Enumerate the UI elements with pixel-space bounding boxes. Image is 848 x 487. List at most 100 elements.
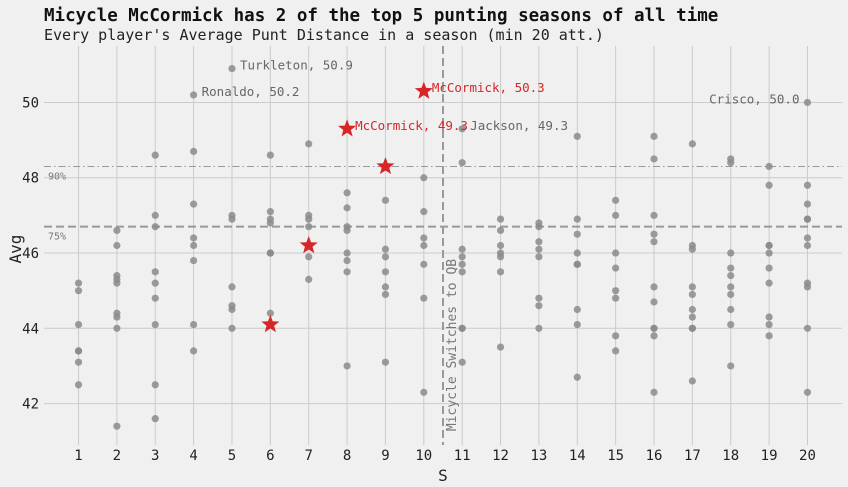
data-point — [535, 245, 543, 253]
mccormick-star — [299, 236, 318, 254]
annotation-label: McCormick, 50.3 — [432, 80, 545, 95]
data-point — [727, 264, 735, 272]
data-point — [650, 332, 658, 340]
data-point — [573, 305, 581, 314]
data-point — [190, 256, 198, 265]
y-tick-label: 44 — [22, 321, 39, 337]
data-point — [496, 241, 505, 250]
data-point — [113, 324, 121, 332]
data-point — [190, 320, 198, 329]
data-point — [305, 215, 313, 223]
data-point — [612, 211, 620, 219]
percentile-label: 90% — [48, 171, 66, 182]
data-point — [765, 181, 773, 189]
data-point — [650, 238, 658, 246]
data-point — [381, 268, 390, 276]
data-point — [765, 249, 773, 257]
y-tick-label: 46 — [22, 246, 39, 262]
data-point — [535, 253, 543, 261]
data-point — [650, 324, 658, 332]
data-point — [305, 223, 313, 231]
y-tick-label: 48 — [22, 171, 39, 187]
data-point — [573, 249, 581, 257]
data-point — [266, 309, 274, 317]
data-point — [151, 211, 159, 219]
data-point — [151, 279, 159, 287]
data-point — [727, 362, 735, 370]
data-point — [190, 147, 198, 155]
data-point — [765, 241, 773, 250]
data-point — [458, 159, 466, 167]
x-tick-label: 12 — [492, 448, 509, 464]
data-point — [803, 388, 812, 396]
data-point — [151, 268, 159, 276]
data-point — [266, 151, 274, 159]
x-tick-label: 17 — [684, 448, 701, 464]
data-point — [305, 140, 313, 148]
data-point — [381, 245, 390, 253]
x-tick-label: 3 — [151, 448, 159, 464]
data-point — [74, 320, 83, 329]
data-point — [496, 215, 505, 223]
data-point — [113, 241, 121, 250]
data-point — [420, 208, 428, 216]
data-point — [190, 91, 198, 99]
data-point — [688, 377, 696, 385]
annotation-label: McCormick, 49.3 — [355, 118, 468, 133]
data-point — [458, 260, 466, 268]
data-point — [343, 189, 351, 197]
data-point — [727, 305, 735, 314]
data-point — [151, 294, 159, 302]
data-point — [420, 260, 428, 268]
data-point — [305, 253, 313, 261]
data-point — [266, 249, 274, 257]
data-point — [190, 200, 198, 208]
data-point — [803, 283, 812, 291]
data-point — [573, 260, 581, 268]
mccormick-star — [376, 156, 395, 175]
data-point — [420, 388, 428, 396]
data-point — [612, 196, 620, 204]
data-point — [612, 287, 620, 295]
data-point — [612, 332, 620, 340]
data-point — [535, 302, 543, 310]
data-point — [573, 132, 581, 140]
data-point — [573, 320, 581, 329]
x-tick-label: 15 — [607, 448, 624, 464]
annotation-label: Jackson, 49.3 — [470, 118, 568, 133]
data-point — [458, 324, 466, 332]
data-point — [650, 230, 658, 238]
data-point — [458, 245, 466, 253]
data-point — [228, 324, 236, 332]
x-tick-label: 2 — [113, 448, 121, 464]
data-point — [727, 290, 735, 299]
data-point — [228, 64, 236, 73]
data-point — [151, 381, 159, 389]
data-point — [727, 272, 735, 280]
data-point — [727, 249, 735, 257]
y-axis-label: Avg — [6, 235, 25, 264]
data-point — [113, 313, 121, 321]
data-point — [74, 287, 83, 295]
data-point — [688, 324, 696, 332]
data-point — [74, 347, 83, 355]
data-point — [113, 226, 121, 235]
x-tick-label: 4 — [189, 448, 197, 464]
data-point — [151, 320, 159, 329]
data-point — [727, 320, 735, 329]
data-point — [803, 98, 812, 107]
data-point — [765, 162, 773, 171]
x-tick-label: 6 — [266, 448, 274, 464]
data-point — [305, 275, 313, 283]
data-point — [228, 305, 236, 314]
data-point — [612, 347, 620, 355]
data-point — [650, 298, 658, 306]
chart-subtitle: Every player's Average Punt Distance in … — [44, 26, 604, 44]
data-point — [612, 249, 620, 257]
data-point — [612, 294, 620, 302]
data-point — [151, 223, 159, 231]
x-axis-label: S — [438, 466, 448, 485]
data-point — [343, 226, 351, 235]
mccormick-star — [261, 315, 280, 333]
x-tick-label: 10 — [415, 448, 432, 464]
